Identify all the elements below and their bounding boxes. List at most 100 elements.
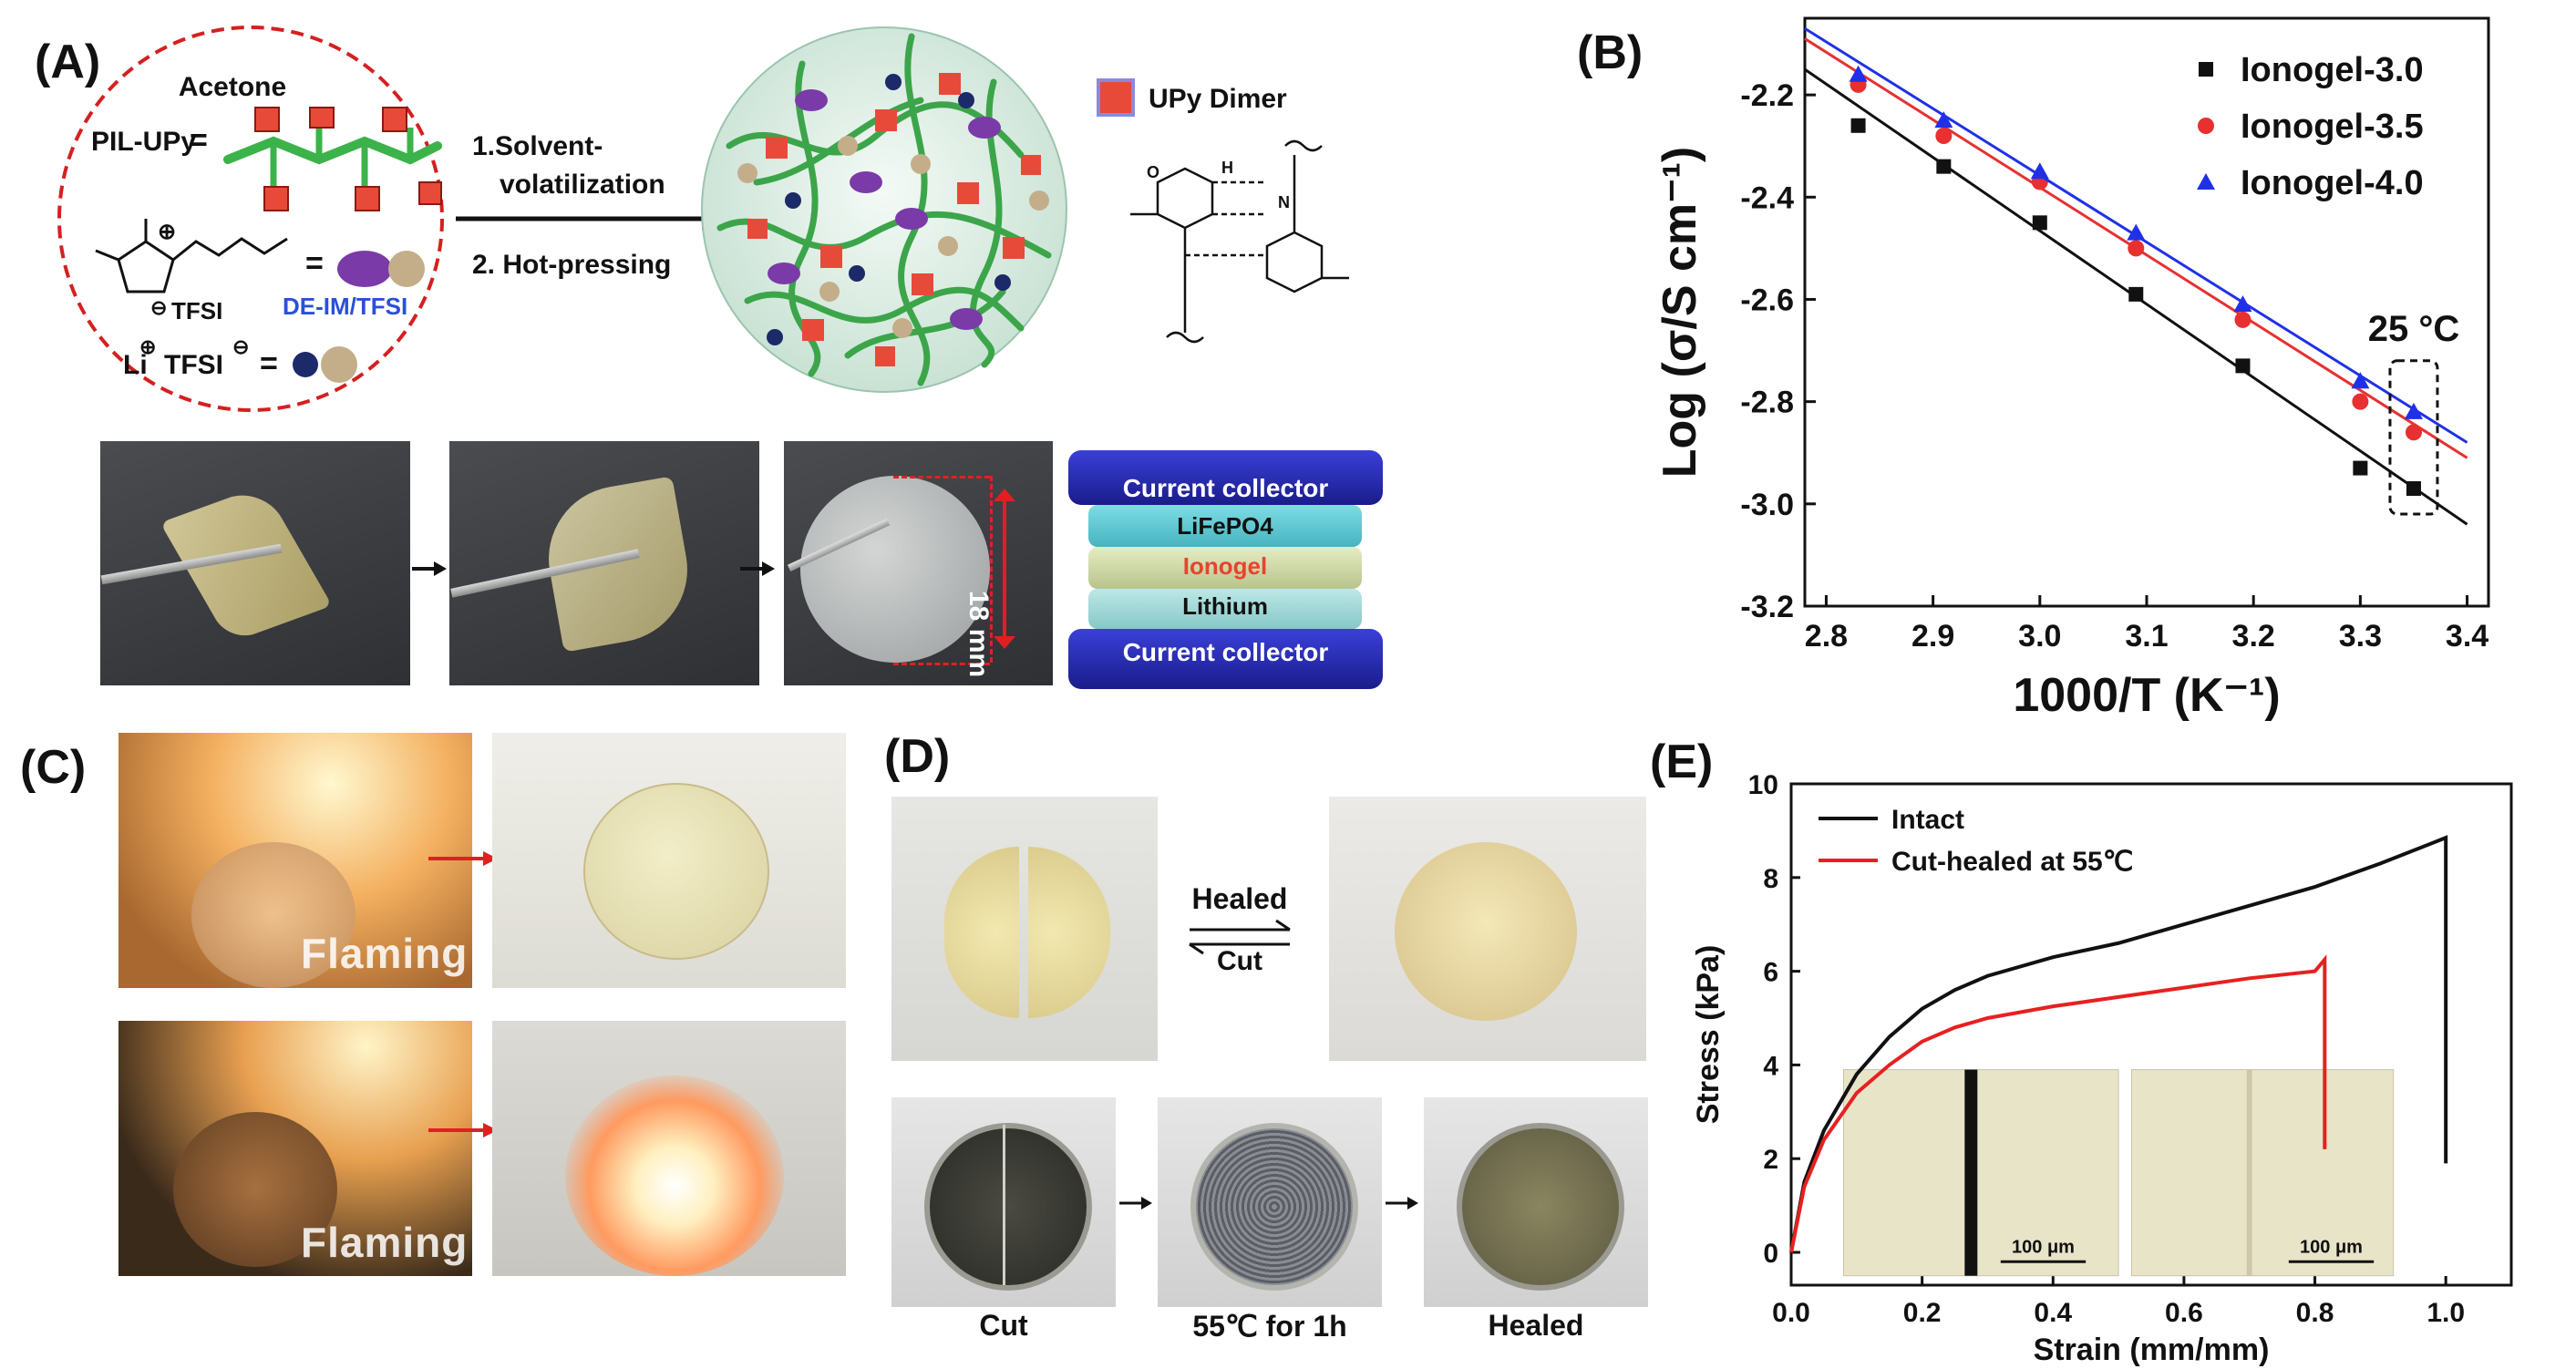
legend-label-1: Cut-healed at 55℃ <box>1891 847 2133 877</box>
y-tick-label-5: -3.2 <box>1740 590 1794 624</box>
x-tick-label-2: 0.4 <box>2034 1298 2072 1328</box>
point-1-1 <box>1935 128 1953 144</box>
flame-photo-bottom-left: Flaming <box>118 1021 472 1276</box>
conductivity-chart: 2.8 2.9 3.0 3.1 3.2 3.3 3.4 -2.2 -2.4 -2.6 -2.8 -3.… <box>1654 16 2490 722</box>
panel-letter-b: (B) <box>1577 26 1643 79</box>
annotation-box <box>2388 359 2439 516</box>
flaming-label-bottom: Flaming <box>301 1219 469 1266</box>
flaming-label-top: Flaming <box>301 930 469 977</box>
battery-cell-stack: Current collector LiFePO4 Ionogel Lithiu… <box>1068 450 1383 696</box>
pil-upy-chain-icon <box>223 107 442 211</box>
legend-marker-0 <box>2199 62 2213 77</box>
y-tick-label-2: -2.6 <box>1740 283 1794 317</box>
upy-dimer-label: UPy Dimer <box>1149 84 1287 114</box>
panel-letter-a: (A) <box>35 36 101 88</box>
coin-cell-healed-photo <box>1424 1097 1648 1307</box>
acetone-label: Acetone <box>179 72 286 102</box>
point-0-6 <box>2406 481 2421 496</box>
x-axis-label: 1000/T (K⁻¹) <box>2013 669 2280 722</box>
x-tick-label-4: 3.2 <box>2232 619 2275 654</box>
svg-text:N: N <box>1278 193 1290 211</box>
point-0-2 <box>2032 215 2047 231</box>
photo-arrow-2 <box>740 561 775 576</box>
upy-dimer-structure-icon <box>1130 139 1349 344</box>
panel-letter-c: (C) <box>20 741 87 794</box>
coin-cell-cut-photo <box>891 1097 1116 1307</box>
y-tick-label-1: -2.4 <box>1740 180 1794 215</box>
svg-text:⊖: ⊖ <box>150 296 167 319</box>
y-tick-label-2: 4 <box>1763 1051 1778 1081</box>
disc-dimension-label: 18 mm <box>963 591 994 678</box>
healed-label: Healed <box>1191 882 1288 915</box>
stack-layer-cathode: LiFePO4 <box>1177 512 1273 540</box>
cut-label: Cut <box>1217 946 1262 976</box>
svg-text:⊕: ⊕ <box>139 335 156 358</box>
x-tick-label-2: 3.0 <box>2018 619 2061 654</box>
coin-cell-heating-photo <box>1158 1097 1382 1307</box>
y-tick-label-0: -2.2 <box>1740 78 1794 113</box>
x-tick-label-0: 0.0 <box>1772 1298 1810 1328</box>
ionogel-photo-folded-2 <box>449 441 759 685</box>
y-tick-label-0: 0 <box>1763 1239 1778 1269</box>
point-1-6 <box>2405 424 2422 441</box>
legend-label-1: Ionogel-3.5 <box>2241 108 2424 146</box>
stack-layer-top-collector: Current collector <box>1122 474 1329 502</box>
point-2-4 <box>2233 295 2252 313</box>
stack-layer-lithium: Lithium <box>1182 592 1268 620</box>
scale-bar-label-0: 100 μm <box>2012 1237 2075 1257</box>
li-ion-icon <box>293 352 318 377</box>
coin-arrow-2 <box>1386 1197 1418 1209</box>
upy-dimer-icon <box>1097 78 1135 117</box>
x-tick-label-3: 3.1 <box>2125 619 2168 654</box>
cation-ellipse-icon <box>337 251 392 287</box>
healed-ionogel-photo <box>1329 797 1646 1061</box>
precursor-circle <box>57 26 444 412</box>
micrograph-crack <box>1964 1069 1978 1276</box>
y-axis-label: Log (σ/S cm⁻¹) <box>1654 147 1706 478</box>
point-2-0 <box>1849 65 1868 82</box>
caption-healed: Healed <box>1488 1309 1584 1342</box>
flame-arrow-top <box>428 851 498 866</box>
point-1-3 <box>2128 240 2145 257</box>
anion-sphere-icon <box>388 251 425 287</box>
svg-text:O: O <box>1147 163 1159 181</box>
svg-text:⊖: ⊖ <box>232 335 249 358</box>
li-tfsi-label: TFSI <box>164 350 223 380</box>
panel-letter-e: (E) <box>1650 736 1714 788</box>
ionogel-photo-folded-1 <box>100 441 410 685</box>
scale-bar-label-1: 100 μm <box>2300 1237 2363 1257</box>
x-tick-label-5: 1.0 <box>2427 1298 2465 1328</box>
x-tick-label-0: 2.8 <box>1805 619 1848 654</box>
network-particles-icon <box>737 73 1049 366</box>
legend-marker-1 <box>2198 118 2214 134</box>
step2-label: 2. Hot-pressing <box>472 250 671 280</box>
point-0-5 <box>2353 460 2368 476</box>
stress-strain-chart: 0.0 0.2 0.4 0.6 0.8 1.0 0 2 4 6 8 10 Strain (mm/mm) S… <box>1691 770 2513 1367</box>
x-tick-label-4: 0.8 <box>2296 1298 2334 1328</box>
reversible-arrows <box>1189 919 1291 955</box>
svg-text:⊕: ⊕ <box>158 220 176 244</box>
x-axis-label: Strain (mm/mm) <box>2034 1333 2270 1367</box>
point-1-5 <box>2352 393 2369 410</box>
annotation-25c: 25 °C <box>2368 309 2460 349</box>
svg-text:=: = <box>190 123 208 158</box>
series-line-0 <box>1789 835 2448 1253</box>
svg-text:H: H <box>1221 159 1233 177</box>
step1-line2: volatilization <box>500 170 665 200</box>
svg-text:=: = <box>260 346 278 381</box>
micrograph-cut <box>1842 1069 2119 1277</box>
point-2-5 <box>2351 372 2370 389</box>
point-1-4 <box>2234 311 2251 328</box>
caption-cut: Cut <box>979 1309 1028 1342</box>
point-2-1 <box>1934 111 1953 129</box>
x-tick-label-1: 2.9 <box>1911 619 1954 654</box>
synthesis-scheme: Acetone PIL-UPy = ⊕ ⊖ TFSI = DE-IM/TFSI … <box>57 26 1349 412</box>
cut-ionogel-photo <box>891 797 1158 1061</box>
legend-marker-2 <box>2197 173 2215 190</box>
y-tick-label-3: 6 <box>1763 958 1778 988</box>
tfsi-anion-label: TFSI <box>171 297 222 324</box>
pil-upy-label: PIL-UPy <box>91 127 196 157</box>
x-tick-label-6: 3.4 <box>2446 619 2488 654</box>
x-tick-label-5: 3.3 <box>2339 619 2382 654</box>
point-2-2 <box>2030 162 2049 180</box>
